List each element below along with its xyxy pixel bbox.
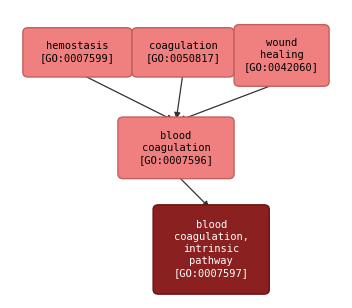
FancyBboxPatch shape bbox=[234, 25, 329, 86]
FancyBboxPatch shape bbox=[118, 117, 234, 179]
Text: wound
healing
[GO:0042060]: wound healing [GO:0042060] bbox=[244, 38, 319, 72]
Text: hemostasis
[GO:0007599]: hemostasis [GO:0007599] bbox=[40, 41, 115, 63]
FancyBboxPatch shape bbox=[153, 205, 269, 294]
FancyBboxPatch shape bbox=[23, 28, 132, 77]
Text: coagulation
[GO:0050817]: coagulation [GO:0050817] bbox=[145, 41, 221, 63]
FancyBboxPatch shape bbox=[132, 28, 234, 77]
Text: blood
coagulation,
intrinsic
pathway
[GO:0007597]: blood coagulation, intrinsic pathway [GO… bbox=[174, 221, 249, 278]
Text: blood
coagulation
[GO:0007596]: blood coagulation [GO:0007596] bbox=[138, 131, 214, 165]
